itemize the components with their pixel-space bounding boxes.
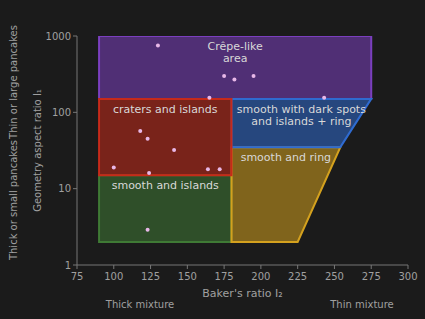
point: [322, 96, 326, 100]
x-tick: [297, 265, 298, 269]
x-tick: [371, 265, 372, 269]
point: [172, 148, 176, 152]
region-label: craters and islands: [113, 103, 218, 116]
region-label: smooth and islands: [112, 179, 219, 192]
region: [231, 99, 371, 147]
x-tick-label: 200: [251, 271, 270, 282]
y-tick: [73, 188, 77, 189]
x-tick-label: 225: [288, 271, 307, 282]
background: [0, 0, 425, 319]
x-tick: [187, 265, 188, 269]
y-tick: [73, 265, 77, 266]
x-tick-label: 125: [141, 271, 160, 282]
x-tick-label: 275: [362, 271, 381, 282]
y-tick-label: 10: [58, 183, 71, 194]
x-tick: [334, 265, 335, 269]
annotation: Thin or large pancakes: [8, 25, 19, 140]
point: [232, 77, 236, 81]
point: [112, 165, 116, 169]
x-tick: [224, 265, 225, 269]
x-tick: [113, 265, 114, 269]
x-tick: [77, 265, 78, 269]
y-tick-label: 1000: [46, 31, 71, 42]
point: [252, 74, 256, 78]
x-tick: [260, 265, 261, 269]
x-tick-label: 175: [215, 271, 234, 282]
region-label: area: [223, 52, 248, 65]
point: [147, 171, 151, 175]
point: [146, 228, 150, 232]
plot-area: [99, 36, 371, 242]
y-axis-label: Geometry aspect ratio I₁: [32, 89, 43, 212]
point: [156, 44, 160, 48]
point: [222, 74, 226, 78]
region: [231, 147, 340, 242]
x-tick-label: 100: [104, 271, 123, 282]
x-axis: [77, 265, 408, 266]
region: [99, 99, 231, 175]
region: [99, 36, 371, 99]
x-tick: [408, 265, 409, 269]
y-tick-label: 100: [52, 107, 71, 118]
point: [206, 167, 210, 171]
x-tick: [150, 265, 151, 269]
annotation: Thick mixture: [105, 299, 174, 310]
y-tick: [73, 36, 77, 37]
y-tick-label: 1: [65, 260, 71, 271]
point: [207, 96, 211, 100]
x-tick-label: 250: [325, 271, 344, 282]
x-tick-label: 150: [178, 271, 197, 282]
y-axis: [77, 36, 78, 265]
x-tick-label: 300: [398, 271, 417, 282]
x-axis-label: Baker's ratio I₂: [202, 287, 282, 300]
x-tick-label: 75: [71, 271, 84, 282]
annotation: Thin mixture: [329, 299, 393, 310]
region-label: and islands + ring: [251, 115, 351, 128]
point: [138, 129, 142, 133]
point: [146, 137, 150, 141]
y-tick: [73, 112, 77, 113]
region-label: smooth and ring: [241, 151, 331, 164]
annotation: Thick or small pancakes: [8, 140, 19, 261]
region: [99, 175, 231, 242]
chart: Crêpe-likeareasmooth and islandssmooth a…: [0, 0, 425, 319]
point: [218, 167, 222, 171]
